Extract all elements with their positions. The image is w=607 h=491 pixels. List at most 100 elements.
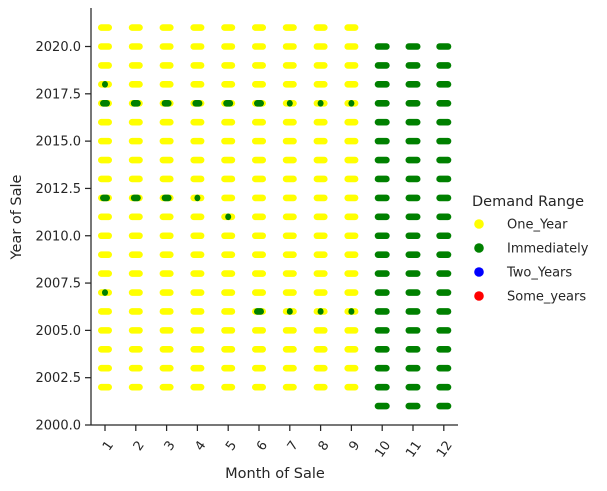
point-one-year: [313, 383, 328, 391]
y-axis-title: Year of Sale: [9, 174, 25, 260]
x-tick-label: 8: [316, 438, 333, 453]
legend-marker: [474, 267, 484, 277]
point-immediately: [405, 383, 421, 391]
point-one-year: [252, 289, 266, 296]
point-one-year: [128, 232, 143, 240]
y-tick-label: 2000.0: [36, 419, 82, 434]
point-immediately: [374, 327, 390, 334]
point-immediately: [100, 99, 110, 107]
points-layer: [98, 24, 452, 410]
point-one-year: [344, 137, 359, 145]
point-immediately: [374, 118, 390, 126]
point-one-year: [159, 327, 174, 334]
point-immediately: [374, 99, 390, 107]
point-one-year: [252, 270, 266, 277]
point-immediately: [348, 308, 355, 315]
point-immediately: [374, 194, 390, 202]
point-immediately: [348, 99, 355, 107]
point-one-year: [98, 137, 112, 145]
point-one-year: [313, 232, 328, 240]
point-one-year: [221, 251, 236, 258]
point-immediately: [102, 289, 108, 296]
point-immediately: [374, 175, 390, 183]
point-one-year: [190, 364, 205, 372]
point-one-year: [221, 232, 236, 240]
point-one-year: [221, 289, 236, 296]
point-one-year: [252, 81, 266, 88]
x-tick-label: 10: [372, 438, 394, 460]
x-tick-label: 2: [131, 438, 148, 453]
point-one-year: [282, 194, 297, 202]
y-tick-label: 2002.5: [36, 371, 82, 386]
point-immediately: [405, 251, 421, 258]
x-tick-label: 11: [403, 438, 425, 460]
legend: Demand Range One_Year Immediately Two_Year…: [472, 194, 589, 305]
point-one-year: [98, 24, 112, 31]
point-one-year: [282, 213, 297, 221]
point-one-year: [159, 251, 174, 258]
point-one-year: [221, 118, 236, 126]
point-one-year: [252, 156, 266, 164]
point-one-year: [190, 62, 205, 69]
point-one-year: [282, 156, 297, 164]
point-one-year: [98, 62, 112, 69]
point-one-year: [159, 270, 174, 277]
point-one-year: [159, 308, 174, 315]
point-one-year: [313, 137, 328, 145]
point-immediately: [436, 232, 452, 240]
point-immediately: [130, 99, 141, 107]
point-immediately: [436, 81, 452, 88]
point-one-year: [221, 24, 236, 31]
point-immediately: [223, 99, 234, 107]
y-tick-label: 2017.5: [36, 87, 82, 102]
point-one-year: [128, 289, 143, 296]
y-tick-label: 2020.0: [36, 40, 82, 55]
point-immediately: [374, 137, 390, 145]
point-one-year: [159, 43, 174, 50]
point-one-year: [344, 346, 359, 353]
point-one-year: [282, 81, 297, 88]
point-one-year: [252, 118, 266, 126]
point-immediately: [436, 137, 452, 145]
point-immediately: [436, 43, 452, 50]
point-immediately: [374, 383, 390, 391]
y-tick-label: 2010.0: [36, 229, 82, 244]
point-immediately: [436, 270, 452, 277]
point-immediately: [405, 194, 421, 202]
point-one-year: [159, 62, 174, 69]
point-immediately: [102, 81, 108, 88]
point-immediately: [436, 118, 452, 126]
x-tick-label: 12: [434, 438, 456, 460]
point-one-year: [190, 251, 205, 258]
point-one-year: [252, 62, 266, 69]
point-one-year: [282, 62, 297, 69]
x-axis-title: Month of Sale: [225, 466, 325, 482]
point-one-year: [344, 43, 359, 50]
point-immediately: [405, 62, 421, 69]
point-immediately: [317, 308, 324, 315]
point-one-year: [344, 251, 359, 258]
point-immediately: [405, 43, 421, 50]
point-immediately: [405, 364, 421, 372]
point-immediately: [405, 232, 421, 240]
point-one-year: [190, 24, 205, 31]
point-immediately: [374, 213, 390, 221]
point-one-year: [128, 62, 143, 69]
point-immediately: [374, 364, 390, 372]
point-one-year: [313, 251, 328, 258]
legend-marker: [474, 243, 484, 253]
point-one-year: [159, 24, 174, 31]
legend-label: Some_years: [507, 290, 586, 305]
point-one-year: [313, 213, 328, 221]
point-one-year: [313, 62, 328, 69]
point-immediately: [374, 346, 390, 353]
point-one-year: [221, 62, 236, 69]
point-one-year: [98, 156, 112, 164]
point-one-year: [252, 213, 266, 221]
point-one-year: [190, 43, 205, 50]
point-one-year: [190, 308, 205, 315]
point-immediately: [374, 289, 390, 296]
point-one-year: [128, 327, 143, 334]
point-immediately: [100, 194, 110, 202]
